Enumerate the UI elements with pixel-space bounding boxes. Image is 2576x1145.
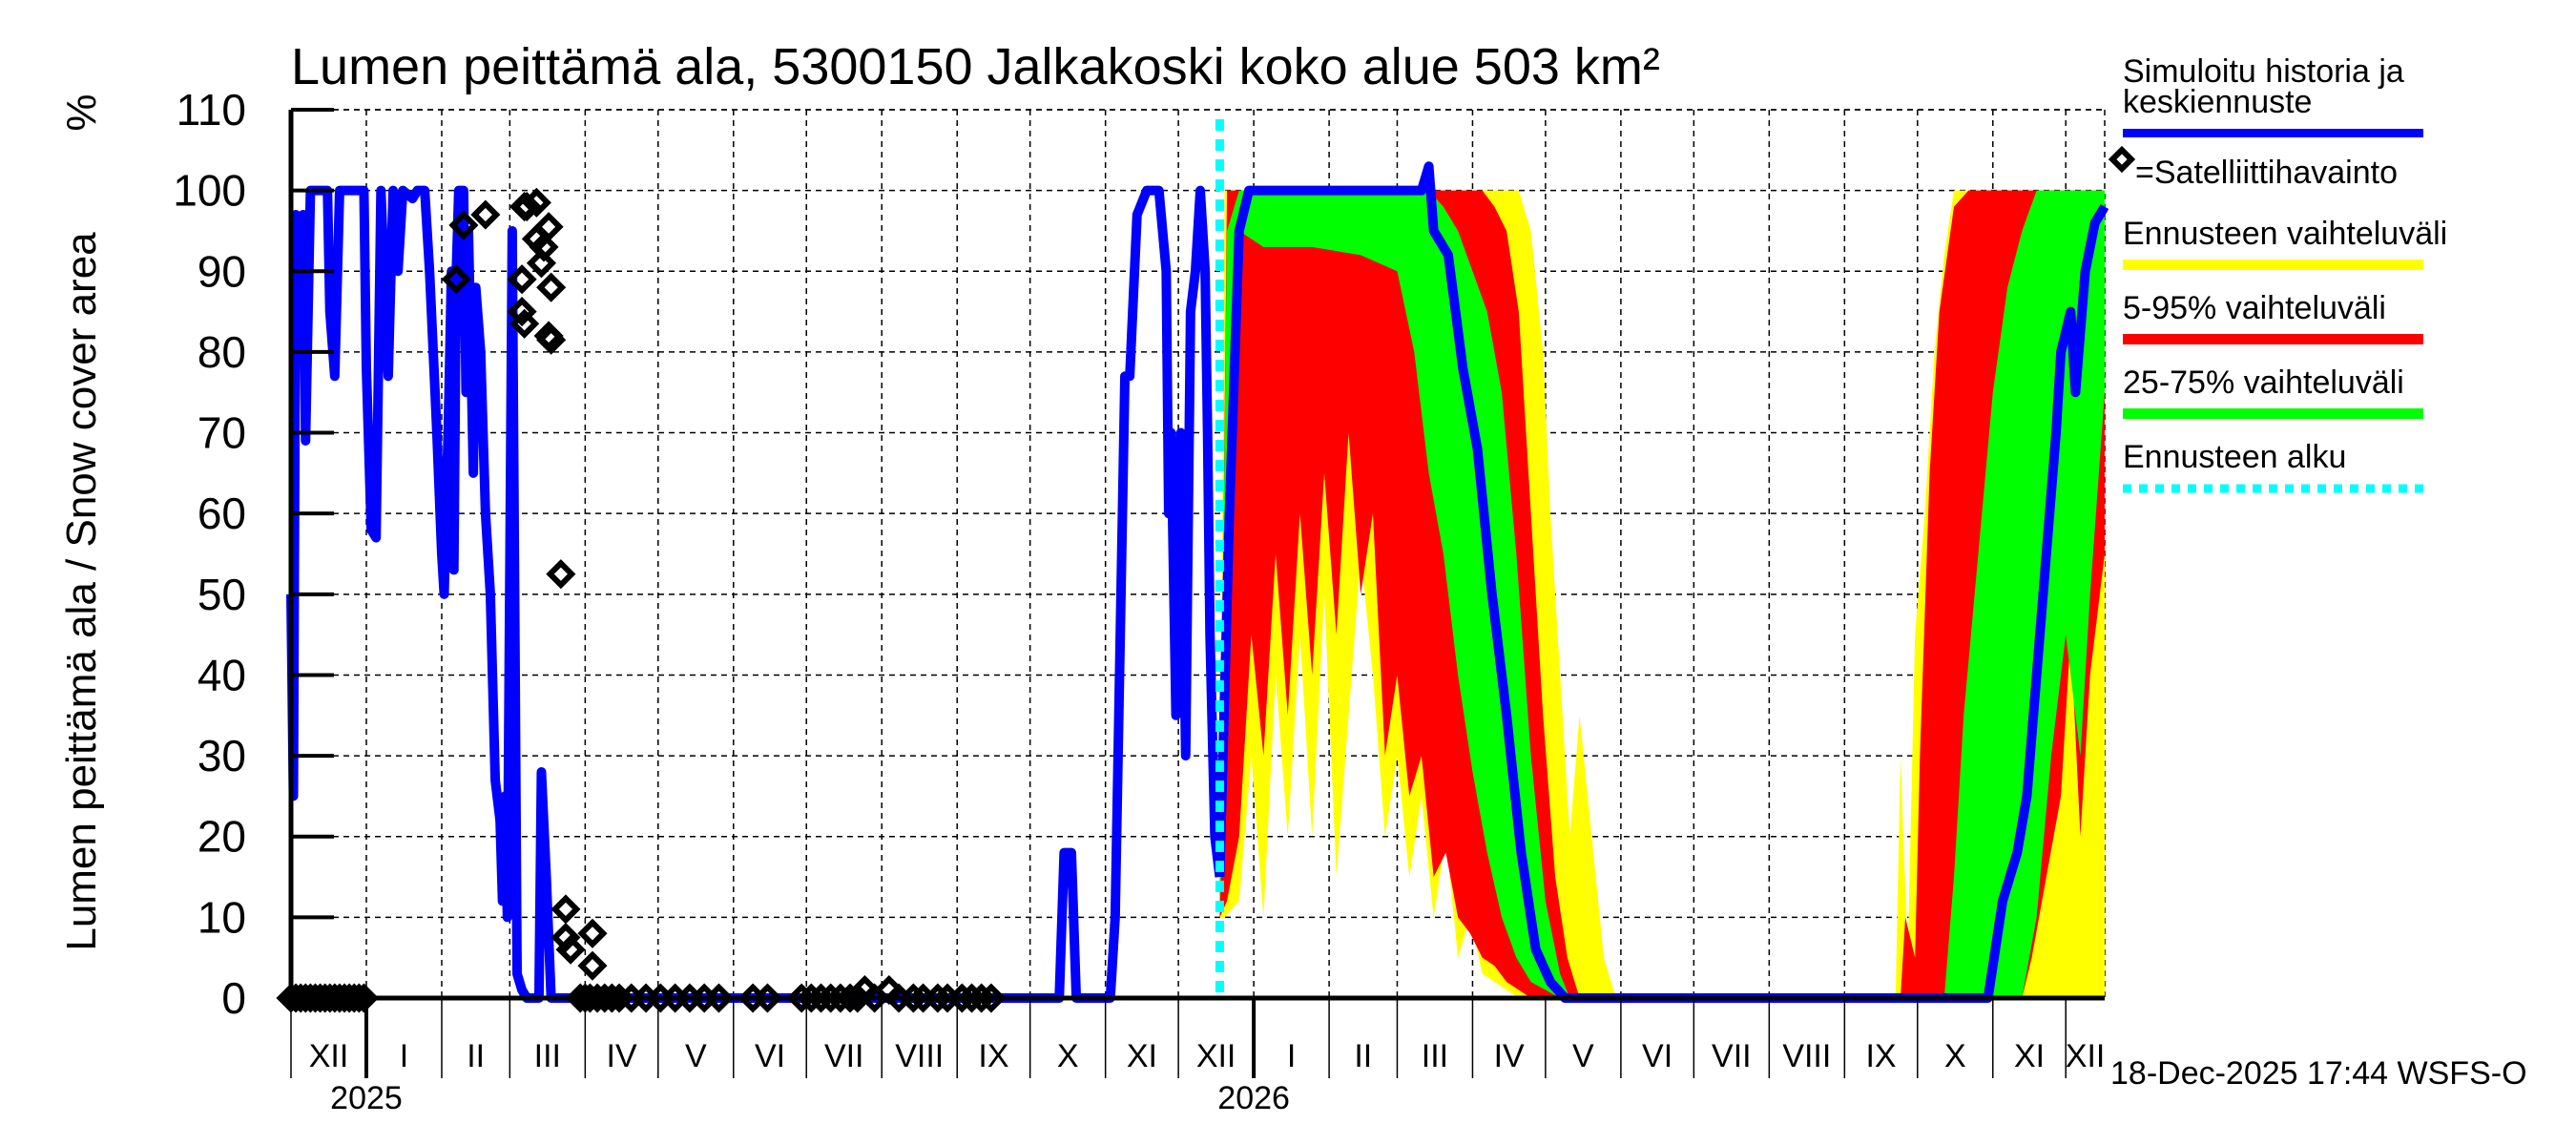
legend-satellite-label: =Satelliittihavainto <box>2135 155 2398 191</box>
legend-start-label: Ennusteen alku <box>2123 439 2346 475</box>
month-label: XII <box>309 1038 349 1074</box>
month-label: XII <box>1196 1038 1236 1074</box>
legend-p5-95-swatch <box>2123 334 2423 344</box>
series-lines <box>286 119 2109 1003</box>
y-axis-label: Lumen peittämä ala / Snow cover area <box>58 232 105 951</box>
legend-p25-75-label: 25-75% vaihteluväli <box>2123 364 2404 401</box>
y-tick-label: 60 <box>197 489 246 538</box>
legend-range-label: Ennusteen vaihteluväli <box>2123 216 2447 252</box>
legend-range-swatch <box>2123 260 2423 270</box>
satellite-point <box>533 212 564 242</box>
month-label: VIII <box>895 1038 944 1074</box>
forecast-bands <box>1219 190 2105 999</box>
y-tick-label: 0 <box>221 973 246 1023</box>
satellite-point <box>536 324 567 355</box>
month-label: XI <box>2014 1038 2045 1074</box>
y-tick-label: 10 <box>197 892 246 942</box>
month-label: XI <box>1127 1038 1157 1074</box>
month-label: III <box>1422 1038 1448 1074</box>
y-tick-label: 30 <box>197 731 246 781</box>
month-label: VI <box>755 1038 785 1074</box>
legend-satellite-marker <box>2108 145 2136 174</box>
satellite-point <box>703 983 735 1013</box>
chart-title: Lumen peittämä ala, 5300150 Jalkakoski k… <box>291 38 1660 95</box>
month-label: II <box>467 1038 485 1074</box>
legend-history-label-2: keskiennuste <box>2123 84 2312 120</box>
legend-p5-95-label: 5-95% vaihteluväli <box>2123 290 2386 326</box>
satellite-point <box>577 950 608 981</box>
month-label: VII <box>1712 1038 1752 1074</box>
month-label: V <box>1572 1038 1594 1074</box>
satellite-point <box>551 894 581 925</box>
month-label: VII <box>824 1038 864 1074</box>
y-tick-label: 100 <box>173 166 246 216</box>
median-forecast-line <box>1215 161 2109 1003</box>
satellite-point <box>842 983 873 1013</box>
month-label: IX <box>1865 1038 1896 1074</box>
y-tick-label: 40 <box>197 650 246 699</box>
satellite-point <box>752 983 783 1013</box>
month-label: X <box>1057 1038 1079 1074</box>
satellite-point <box>448 210 479 240</box>
month-label: IX <box>978 1038 1008 1074</box>
month-label: X <box>1944 1038 1966 1074</box>
legend-history-label-1: Simuloitu historia ja <box>2123 53 2404 90</box>
y-tick-label: 90 <box>197 246 246 296</box>
month-label: III <box>534 1038 561 1074</box>
satellite-point <box>976 983 1007 1013</box>
year-label: 2026 <box>1217 1080 1290 1116</box>
satellite-point <box>529 232 559 262</box>
satellite-point <box>441 264 471 295</box>
y-tick-label: 110 <box>177 85 246 135</box>
month-label: I <box>1287 1038 1296 1074</box>
month-label: XII <box>2066 1038 2106 1074</box>
y-tick-label: 70 <box>197 408 246 458</box>
legend-history-swatch <box>2123 129 2423 137</box>
y-tick-label: 80 <box>197 327 246 377</box>
satellite-point <box>509 308 540 339</box>
satellite-point <box>546 559 576 590</box>
month-label: VI <box>1642 1038 1672 1074</box>
y-tick-label: 20 <box>197 812 246 862</box>
y-tick-label: 50 <box>197 570 246 619</box>
month-label: II <box>1354 1038 1372 1074</box>
p25-75-band <box>1943 190 2105 999</box>
year-label: 2025 <box>330 1080 403 1116</box>
month-label: I <box>400 1038 408 1074</box>
satellite-point <box>521 187 551 218</box>
month-label: V <box>685 1038 707 1074</box>
history-line <box>286 185 1225 1003</box>
month-label: IV <box>1494 1038 1525 1074</box>
legend: Simuloitu historia ja keskiennuste =Sate… <box>2108 53 2447 493</box>
satellite-point <box>348 983 380 1013</box>
satellite-point <box>577 918 608 948</box>
satellite-point <box>536 272 567 302</box>
satellite-point <box>470 199 501 230</box>
satellite-point <box>555 934 586 965</box>
y-axis-unit: % <box>58 94 105 131</box>
p25-75-band <box>1219 190 1570 999</box>
month-label: VIII <box>1782 1038 1831 1074</box>
legend-p25-75-swatch <box>2123 408 2423 419</box>
satellite-observations <box>276 187 1007 1013</box>
footer-timestamp: 18-Dec-2025 17:44 WSFS-O <box>2110 1055 2527 1092</box>
satellite-point <box>507 264 537 295</box>
month-label: IV <box>607 1038 637 1074</box>
